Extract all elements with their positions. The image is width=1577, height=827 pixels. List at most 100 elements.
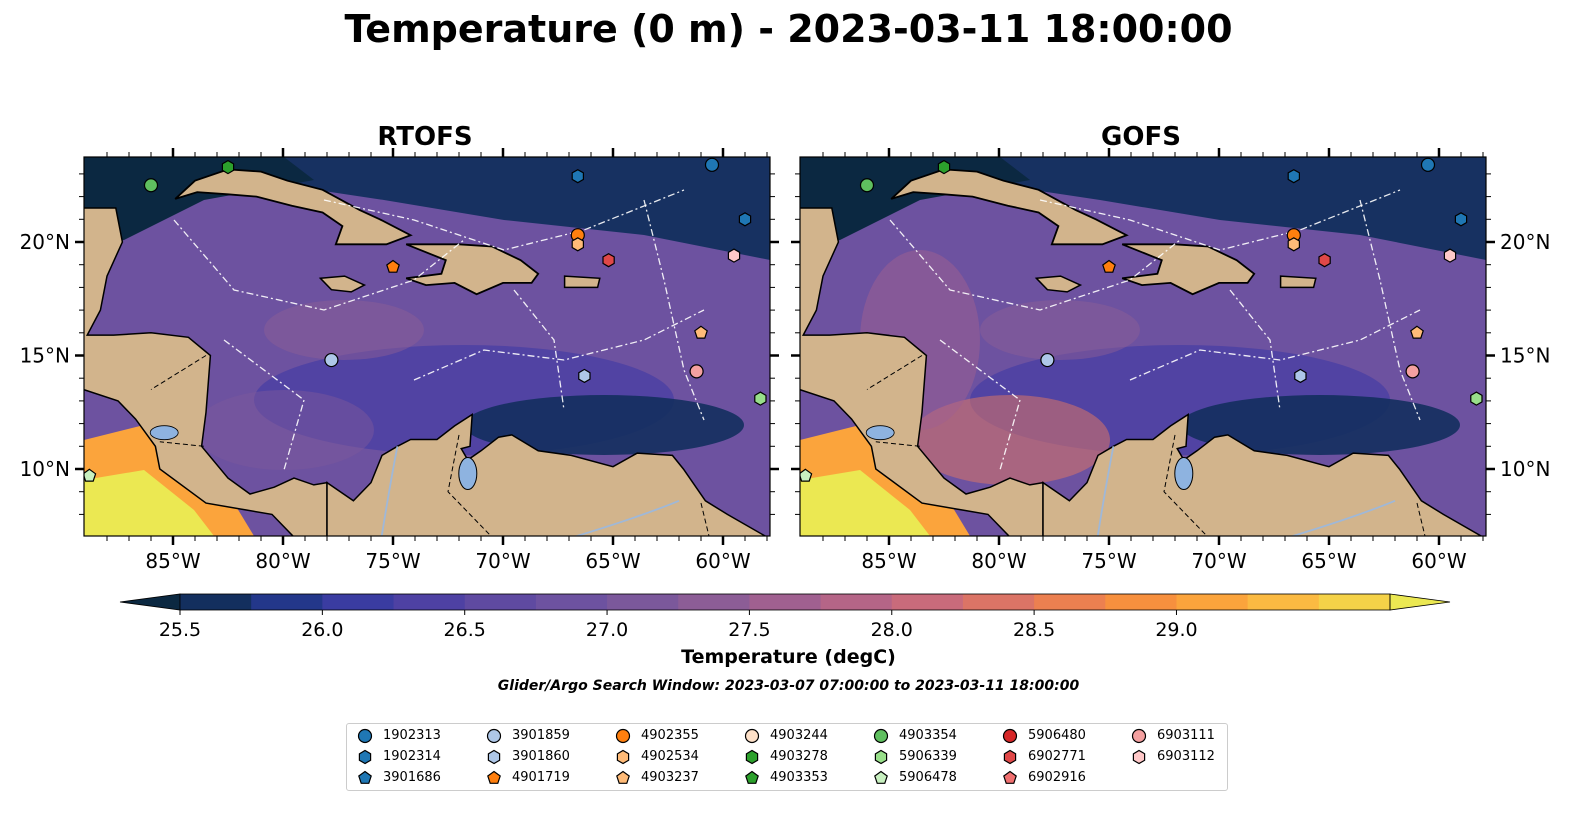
pentagon-marker-icon — [487, 770, 501, 784]
colorbar-segment — [1247, 594, 1320, 610]
colorbar-extend-low — [119, 593, 181, 611]
upwelling-zone — [464, 395, 744, 455]
circle-marker-icon — [744, 728, 760, 744]
float-marker-1902314 — [1287, 169, 1301, 184]
legend-item: 3901860 — [486, 747, 570, 767]
eez-boundary — [1229, 289, 1281, 411]
legend-item-label: 4903278 — [770, 749, 828, 764]
colorbar-tick-label: 27.5 — [728, 619, 770, 641]
magdalena-river — [380, 446, 399, 536]
colorbar-tick-label: 27.0 — [586, 619, 628, 641]
colorbar-segment — [393, 594, 466, 610]
cuba-land — [174, 168, 413, 246]
colorbar-segment — [749, 594, 822, 610]
legend-item-label: 3901859 — [512, 728, 570, 743]
pentagon-marker-icon — [874, 770, 888, 784]
map-frames — [83, 156, 1487, 537]
lat-tick-label: 15°N — [20, 344, 70, 368]
legend-item-label: 5906480 — [1028, 728, 1086, 743]
legend-item: 6902771 — [1002, 747, 1086, 767]
circle-marker-icon — [615, 728, 631, 744]
lon-tick-label: 70°W — [475, 549, 530, 573]
legend-item: 4903237 — [615, 768, 699, 788]
colorbar-tick-label: 28.5 — [1013, 619, 1055, 641]
eez-boundary — [1359, 199, 1421, 421]
lon-tick-label: 70°W — [1191, 549, 1246, 573]
legend-item-label: 6902771 — [1028, 749, 1086, 764]
legend-item-label: 3901860 — [512, 749, 570, 764]
legend-item: 4902534 — [615, 747, 699, 767]
lat-tick-label: 20°N — [1500, 230, 1550, 254]
jamaica-land — [1034, 275, 1083, 293]
eez-boundary — [1039, 189, 1401, 251]
float-marker-4903354 — [143, 178, 159, 193]
legend-item-label: 4902534 — [641, 749, 699, 764]
legend-item-label: 4903354 — [899, 728, 957, 743]
legend-item: 1902314 — [357, 747, 441, 767]
colorbar-segment — [607, 594, 679, 610]
puerto-rico-land — [563, 275, 601, 289]
country-borders — [866, 355, 1426, 536]
legend-item: 4903278 — [744, 747, 828, 767]
colorbar-extend-high — [1389, 593, 1451, 611]
eez-boundary — [1129, 309, 1421, 381]
colorbar-segment — [962, 594, 1035, 610]
hexagon-marker-icon — [874, 749, 888, 765]
colorbar: 25.5 26.0 26.5 27.0 27.5 28.0 28.5 29.0 — [119, 593, 1451, 641]
legend-item: 5906480 — [1002, 726, 1086, 746]
gofs-map — [800, 157, 1486, 536]
float-marker-4902534 — [1287, 237, 1301, 252]
float-marker-3901859 — [1040, 352, 1055, 368]
lon-tick-label: 65°W — [585, 549, 640, 573]
rtofs-frame — [83, 156, 771, 537]
central-america-land — [800, 207, 1044, 536]
central-america-land — [84, 207, 328, 536]
float-marker-1902313 — [704, 157, 720, 172]
colorbar-ticks: 25.5 26.0 26.5 27.0 27.5 28.0 28.5 29.0 — [159, 610, 1198, 641]
eddy-zone — [264, 300, 424, 360]
float-marker-6903111 — [1405, 364, 1420, 379]
legend-item: 6903112 — [1131, 747, 1215, 767]
upwelling-zone — [1180, 395, 1460, 455]
legend-item: 1902313 — [357, 726, 441, 746]
cuba-land — [890, 168, 1129, 246]
legend-item-label: 6903112 — [1157, 749, 1215, 764]
lon-tick-label: 65°W — [1301, 549, 1356, 573]
lake-nicaragua — [865, 425, 895, 441]
warm-sw-zone — [910, 395, 1110, 485]
legend-item: 6902916 — [1002, 768, 1086, 788]
circle-marker-icon — [357, 728, 373, 744]
legend-item: 5906478 — [873, 768, 957, 788]
colorbar-tick-label: 26.5 — [444, 619, 486, 641]
puerto-rico-land — [1279, 275, 1317, 289]
colorbar-segment — [251, 594, 323, 610]
legend-item-label: 4903244 — [770, 728, 828, 743]
lon-tick-label: 60°W — [1411, 549, 1466, 573]
panel-title-gofs: GOFS — [1101, 122, 1181, 152]
legend-item-label: 5906478 — [899, 770, 957, 785]
float-marker-4901719 — [1102, 259, 1116, 273]
legend-item-label: 4903353 — [770, 770, 828, 785]
float-marker-4903354 — [859, 178, 875, 193]
float-marker-6903112 — [727, 248, 741, 263]
colorbar-segment — [535, 594, 608, 610]
float-marker-6903111 — [689, 364, 704, 379]
lon-tick-label: 80°W — [255, 549, 310, 573]
lon-tick-label: 85°W — [145, 549, 200, 573]
orinoco-river — [573, 499, 680, 536]
pentagon-marker-icon — [1003, 770, 1017, 784]
magdalena-river — [1096, 446, 1115, 536]
float-marker-6902771 — [602, 253, 615, 268]
circle-marker-icon — [873, 728, 889, 744]
pentagon-marker-icon — [358, 770, 372, 784]
legend-item: 3901686 — [357, 768, 441, 788]
float-marker-6902771 — [1318, 253, 1331, 268]
hexagon-marker-icon — [616, 749, 630, 765]
pentagon-marker-icon — [745, 770, 759, 784]
float-marker-3901859 — [324, 352, 339, 368]
float-marker-1902314 — [571, 169, 585, 184]
float-marker-4903237 — [694, 325, 708, 339]
float-marker-4903237 — [1410, 325, 1424, 339]
south-america-land — [1042, 413, 1483, 536]
pacific-hot — [800, 470, 930, 536]
